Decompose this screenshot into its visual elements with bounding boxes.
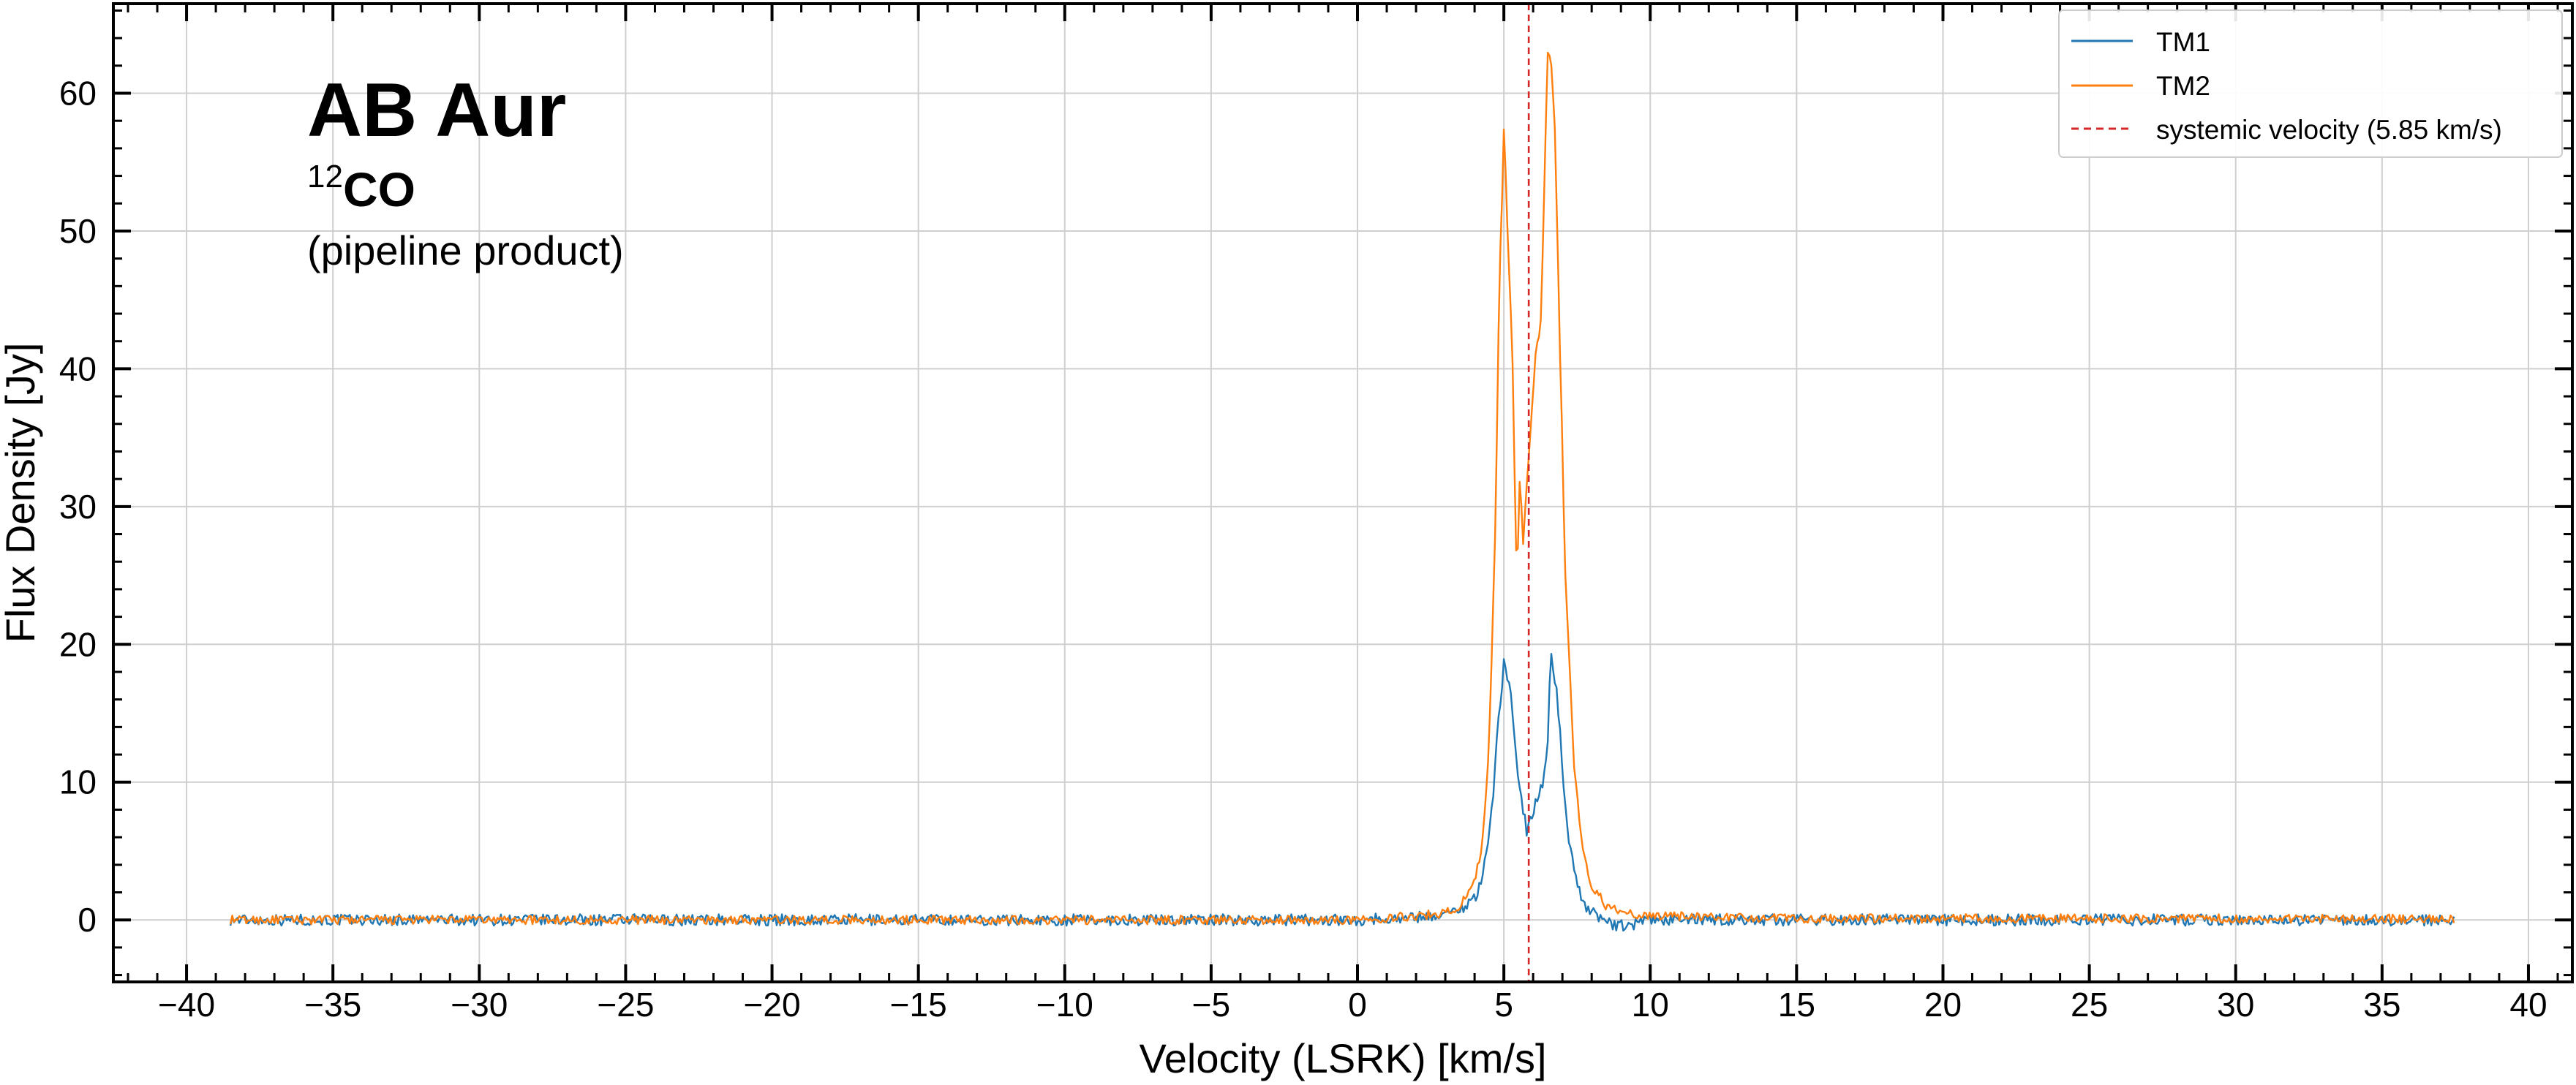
x-tick-label: 25 [2071,986,2108,1024]
chart-annotation-title: AB Aur [307,68,566,153]
x-tick-label: −30 [451,986,508,1024]
x-tick-label: 0 [1348,986,1367,1024]
y-tick-label: 0 [78,901,97,939]
x-tick-label: 15 [1778,986,1815,1024]
y-tick-label: 10 [59,763,97,801]
x-tick-label: 20 [1924,986,1962,1024]
x-tick-label: 30 [2217,986,2254,1024]
x-tick-label: −20 [744,986,801,1024]
legend-label-tm1: TM1 [2156,27,2210,57]
series-line-tm1 [229,653,2455,932]
x-tick-label: −10 [1036,986,1093,1024]
legend-label-systemic-velocity: systemic velocity (5.85 km/s) [2156,115,2502,145]
x-tick-label: −5 [1192,986,1230,1024]
y-tick-label: 20 [59,625,97,663]
x-tick-label: −40 [158,986,215,1024]
legend-label-tm2: TM2 [2156,71,2210,101]
y-axis-label: Flux Density [Jy] [0,343,43,643]
ticks [113,4,2572,982]
x-tick-label: 35 [2363,986,2400,1024]
series-line-tm2 [229,51,2455,926]
y-tick-label: 30 [59,488,97,526]
x-tick-label: −15 [890,986,947,1024]
plot-lines [229,4,2455,982]
x-tick-label: 10 [1632,986,1669,1024]
x-tick-label: 40 [2509,986,2547,1024]
x-tick-label: 5 [1494,986,1513,1024]
chart-annotation-molecule: 12CO [307,159,415,216]
y-tick-label: 40 [59,349,97,388]
x-tick-label: −35 [304,986,361,1024]
tick-labels: −40 −35 −30 −25 −20 −15 −10 −5 0 5 10 15 20 25 30 35 40 0… [59,74,2547,1024]
axes-frame [112,2,2574,983]
x-axis-label: Velocity (LSRK) [km/s] [1139,1035,1546,1081]
y-tick-label: 60 [59,74,97,112]
legend-box [2058,10,2563,158]
legend: TM1 TM2 systemic velocity (5.85 km/s) [2058,10,2563,158]
x-tick-label: −25 [597,986,654,1024]
chart-annotation-note: (pipeline product) [307,227,624,273]
y-tick-label: 50 [59,212,97,250]
